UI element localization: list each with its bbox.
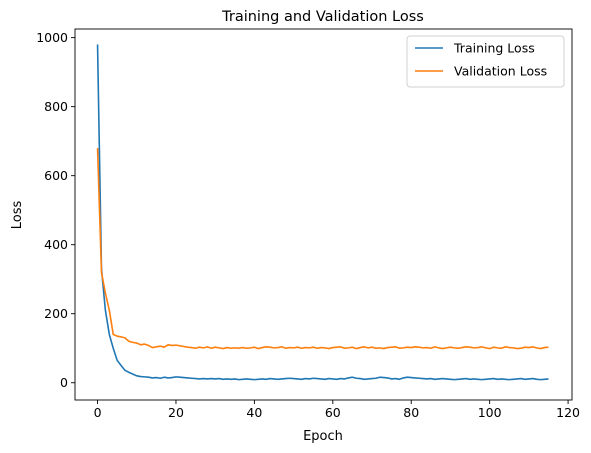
x-tick-label: 0 [94, 405, 102, 420]
y-tick-label: 1000 [36, 30, 68, 45]
y-tick-label: 400 [44, 237, 68, 252]
y-tick-label: 600 [44, 168, 68, 183]
x-axis-label: Epoch [303, 429, 343, 444]
axis-ticks: 0 20 40 60 80 100 120 0 200 400 600 800 1000 [36, 30, 580, 420]
legend-label-validation: Validation Loss [454, 64, 547, 79]
plot-frame [74, 28, 573, 401]
legend-box [406, 35, 565, 88]
x-tick-label: 20 [168, 405, 184, 420]
chart-title: Training and Validation Loss [221, 9, 424, 25]
legend-label-training: Training Loss [453, 41, 535, 56]
y-axis-label: Loss [10, 201, 25, 230]
y-tick-label: 200 [44, 306, 68, 321]
series-line-training-loss [96, 44, 549, 381]
x-tick-label: 60 [325, 405, 341, 420]
legend: Training Loss Validation Loss [406, 35, 565, 88]
plot-area [96, 44, 549, 381]
y-tick-label: 0 [60, 375, 68, 390]
x-tick-label: 120 [556, 405, 580, 420]
x-tick-label: 40 [246, 405, 262, 420]
x-tick-label: 80 [403, 405, 419, 420]
y-tick-label: 800 [44, 99, 68, 114]
x-tick-label: 100 [478, 405, 502, 420]
series-line-validation-loss [96, 148, 549, 350]
